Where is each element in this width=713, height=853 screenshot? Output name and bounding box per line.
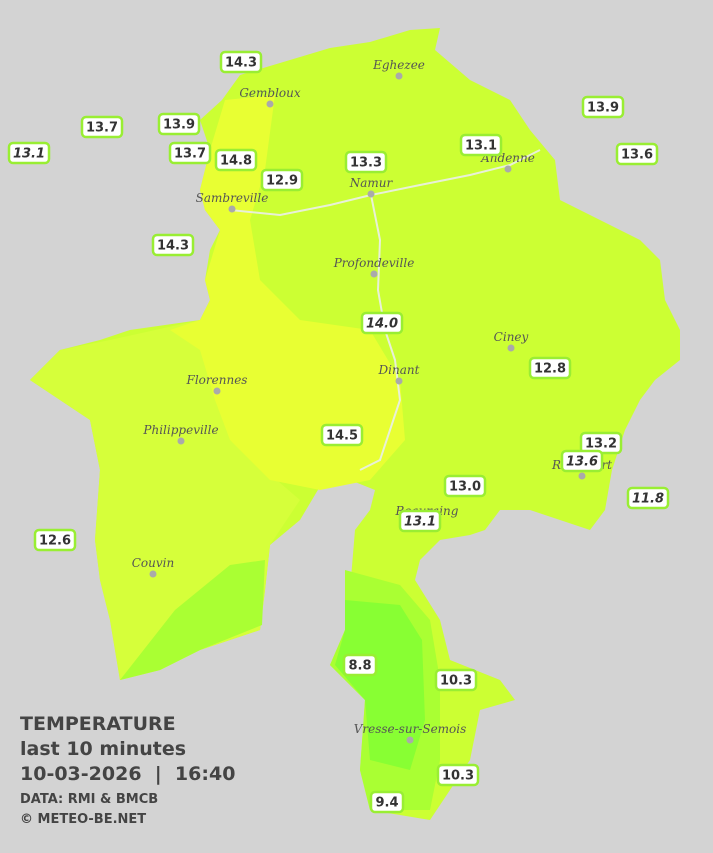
city-dot	[507, 344, 515, 352]
station-value: 14.8	[220, 154, 252, 169]
city-dot	[213, 387, 221, 395]
station-value: 10.3	[442, 769, 474, 784]
city-name: Namur	[349, 176, 394, 190]
station-value: 13.7	[86, 121, 118, 136]
station-value: 11.8	[632, 492, 664, 507]
station-box	[168, 141, 212, 165]
city-name: Gembloux	[239, 86, 301, 100]
station-value: 13.2	[585, 437, 617, 452]
station-value: 13.9	[587, 101, 619, 116]
city-name: Profondeville	[333, 256, 415, 270]
city-dot	[578, 472, 586, 480]
legend-credit: © METEO-BE.NET	[20, 812, 146, 827]
city-dot	[395, 377, 403, 385]
city-name: Florennes	[186, 373, 248, 387]
station-box	[434, 668, 478, 692]
station-box	[369, 790, 405, 814]
station-value: 13.1	[13, 147, 45, 162]
station-value: 13.1	[404, 515, 436, 530]
station-box	[320, 423, 364, 447]
station-box	[151, 233, 195, 257]
zone-cool	[120, 560, 265, 680]
legend-title: TEMPERATURE	[20, 713, 176, 735]
station-value: 9.4	[375, 796, 398, 811]
station-box	[33, 528, 77, 552]
station-value: 14.3	[225, 56, 257, 71]
station-box	[342, 653, 378, 677]
zone-cold	[335, 600, 425, 770]
city-name: Sambreville	[196, 191, 269, 205]
station-box	[344, 150, 388, 174]
station-value: 13.6	[621, 148, 653, 163]
city-name: Couvin	[132, 556, 174, 570]
city-dot	[149, 570, 157, 578]
zone-warm	[170, 95, 405, 490]
legend-datetime: 10-03-2026 | 16:40	[20, 763, 235, 785]
station-value: 10.3	[440, 674, 472, 689]
station-value: 13.6	[566, 455, 598, 470]
station-value: 13.9	[163, 118, 195, 133]
legend-source: DATA: RMI & BMCB	[20, 792, 158, 807]
city-dot	[367, 190, 375, 198]
station-box	[214, 148, 258, 172]
river	[359, 194, 402, 471]
city-name: Dinant	[378, 363, 420, 377]
station-box	[157, 112, 201, 136]
station-box	[560, 449, 604, 473]
city-dot	[406, 736, 414, 744]
station-value: 12.6	[39, 534, 71, 549]
station-value: 13.3	[350, 156, 382, 171]
station-value: 12.9	[266, 174, 298, 189]
station-value: 13.7	[174, 147, 206, 162]
station-box	[581, 95, 625, 119]
station-box	[219, 50, 263, 74]
city-dot	[266, 100, 274, 108]
station-box	[443, 474, 487, 498]
station-box	[626, 486, 670, 510]
city-dot	[504, 165, 512, 173]
city-name: Philippeville	[142, 423, 218, 437]
station-box	[459, 133, 503, 157]
river	[229, 149, 541, 217]
station-box	[360, 311, 404, 335]
station-value: 14.3	[157, 239, 189, 254]
station-value: 13.1	[465, 139, 497, 154]
station-box	[615, 142, 659, 166]
station-box	[436, 763, 480, 787]
city-dot	[228, 205, 236, 213]
legend-subtitle: last 10 minutes	[20, 738, 186, 760]
station-box	[260, 168, 304, 192]
station-value: 14.5	[326, 429, 358, 444]
station-box	[398, 509, 442, 533]
station-value: 8.8	[348, 659, 371, 674]
station-value: 14.0	[366, 317, 398, 332]
city-dot	[395, 72, 403, 80]
city-name: Eghezee	[372, 58, 425, 72]
station-value: 12.8	[534, 362, 566, 377]
station-value: 13.0	[449, 480, 481, 495]
city-dot	[177, 437, 185, 445]
city-name: Vresse-sur-Semois	[354, 722, 467, 736]
station-box	[80, 115, 124, 139]
city-dot	[370, 270, 378, 278]
station-box	[528, 356, 572, 380]
station-box	[7, 141, 51, 165]
city-name: Ciney	[494, 330, 529, 344]
